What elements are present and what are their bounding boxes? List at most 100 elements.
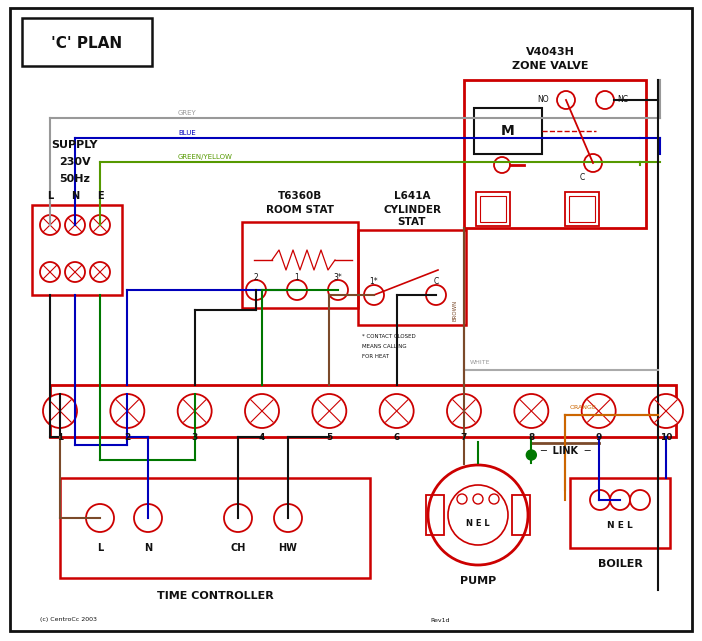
Text: N E L: N E L bbox=[607, 522, 633, 531]
Circle shape bbox=[380, 394, 413, 428]
Circle shape bbox=[584, 154, 602, 172]
Text: 8: 8 bbox=[528, 433, 534, 442]
Circle shape bbox=[426, 285, 446, 305]
Bar bbox=[480, 196, 506, 222]
Text: CYLINDER: CYLINDER bbox=[383, 205, 441, 215]
Text: 2: 2 bbox=[124, 433, 131, 442]
Text: 4: 4 bbox=[259, 433, 265, 442]
Text: ORANGE: ORANGE bbox=[570, 405, 597, 410]
Text: BOILER: BOILER bbox=[597, 559, 642, 569]
Circle shape bbox=[246, 280, 266, 300]
Text: 6: 6 bbox=[394, 433, 400, 442]
Circle shape bbox=[447, 394, 481, 428]
Circle shape bbox=[134, 504, 162, 532]
Text: 7: 7 bbox=[461, 433, 468, 442]
Text: NO: NO bbox=[537, 96, 549, 104]
Text: BROWN: BROWN bbox=[453, 299, 458, 320]
Text: 1: 1 bbox=[295, 274, 299, 283]
Circle shape bbox=[448, 485, 508, 545]
Circle shape bbox=[65, 262, 85, 282]
Circle shape bbox=[274, 504, 302, 532]
Circle shape bbox=[287, 280, 307, 300]
Text: GREY: GREY bbox=[178, 110, 197, 116]
Circle shape bbox=[364, 285, 384, 305]
Bar bbox=[32, 205, 122, 295]
Text: TIME CONTROLLER: TIME CONTROLLER bbox=[157, 591, 273, 601]
Circle shape bbox=[596, 91, 614, 109]
Text: C: C bbox=[433, 278, 439, 287]
Circle shape bbox=[590, 490, 610, 510]
Text: 3*: 3* bbox=[333, 274, 343, 283]
Text: N: N bbox=[71, 191, 79, 201]
Circle shape bbox=[428, 465, 528, 565]
Text: 50Hz: 50Hz bbox=[60, 174, 91, 184]
Circle shape bbox=[40, 262, 60, 282]
Text: CH: CH bbox=[230, 543, 246, 553]
Text: 10: 10 bbox=[660, 433, 673, 442]
Bar bbox=[569, 196, 595, 222]
Text: 'C' PLAN: 'C' PLAN bbox=[51, 37, 123, 51]
Circle shape bbox=[515, 394, 548, 428]
Bar bbox=[426, 495, 444, 535]
Text: MEANS CALLING: MEANS CALLING bbox=[362, 344, 406, 349]
Text: Rev1d: Rev1d bbox=[430, 617, 449, 622]
Text: ZONE VALVE: ZONE VALVE bbox=[512, 61, 588, 71]
Circle shape bbox=[649, 394, 683, 428]
Circle shape bbox=[90, 215, 110, 235]
Circle shape bbox=[43, 394, 77, 428]
Bar bbox=[22, 18, 152, 66]
Text: ─  LINK  ─: ─ LINK ─ bbox=[540, 446, 590, 456]
Circle shape bbox=[610, 490, 630, 510]
Text: C: C bbox=[579, 174, 585, 183]
Text: T6360B: T6360B bbox=[278, 191, 322, 201]
Text: 1*: 1* bbox=[370, 278, 378, 287]
Text: SUPPLY: SUPPLY bbox=[52, 140, 98, 150]
Circle shape bbox=[630, 490, 650, 510]
Circle shape bbox=[178, 394, 212, 428]
Text: 1: 1 bbox=[57, 433, 63, 442]
Bar bbox=[476, 192, 510, 226]
Text: 3: 3 bbox=[192, 433, 198, 442]
Text: ROOM STAT: ROOM STAT bbox=[266, 205, 334, 215]
Circle shape bbox=[582, 394, 616, 428]
Text: 2: 2 bbox=[253, 274, 258, 283]
Bar bbox=[50, 385, 676, 437]
Bar bbox=[464, 80, 646, 228]
Circle shape bbox=[90, 262, 110, 282]
Bar bbox=[565, 192, 599, 226]
Circle shape bbox=[40, 215, 60, 235]
Circle shape bbox=[526, 450, 536, 460]
Text: WHITE: WHITE bbox=[470, 360, 491, 365]
Text: M: M bbox=[501, 124, 515, 138]
Text: 9: 9 bbox=[595, 433, 602, 442]
Text: L641A: L641A bbox=[394, 191, 430, 201]
Circle shape bbox=[110, 394, 145, 428]
Text: L: L bbox=[97, 543, 103, 553]
Bar bbox=[242, 222, 358, 308]
Text: 5: 5 bbox=[326, 433, 333, 442]
Circle shape bbox=[245, 394, 279, 428]
Circle shape bbox=[312, 394, 346, 428]
Bar bbox=[570, 478, 670, 548]
Circle shape bbox=[328, 280, 348, 300]
Text: (c) CentroCc 2003: (c) CentroCc 2003 bbox=[40, 617, 97, 622]
Bar bbox=[474, 108, 542, 154]
Text: E: E bbox=[97, 191, 103, 201]
Circle shape bbox=[65, 215, 85, 235]
Text: HW: HW bbox=[279, 543, 298, 553]
Circle shape bbox=[457, 494, 467, 504]
Text: FOR HEAT: FOR HEAT bbox=[362, 354, 389, 359]
Circle shape bbox=[557, 91, 575, 109]
Text: NC: NC bbox=[617, 96, 628, 104]
Text: PUMP: PUMP bbox=[460, 576, 496, 586]
Text: L: L bbox=[47, 191, 53, 201]
Text: V4043H: V4043H bbox=[526, 47, 574, 57]
Text: BLUE: BLUE bbox=[178, 130, 196, 136]
Text: * CONTACT CLOSED: * CONTACT CLOSED bbox=[362, 334, 416, 339]
Circle shape bbox=[494, 157, 510, 173]
Bar bbox=[60, 478, 370, 578]
Text: STAT: STAT bbox=[398, 217, 426, 227]
Circle shape bbox=[473, 494, 483, 504]
Circle shape bbox=[489, 494, 499, 504]
Circle shape bbox=[224, 504, 252, 532]
